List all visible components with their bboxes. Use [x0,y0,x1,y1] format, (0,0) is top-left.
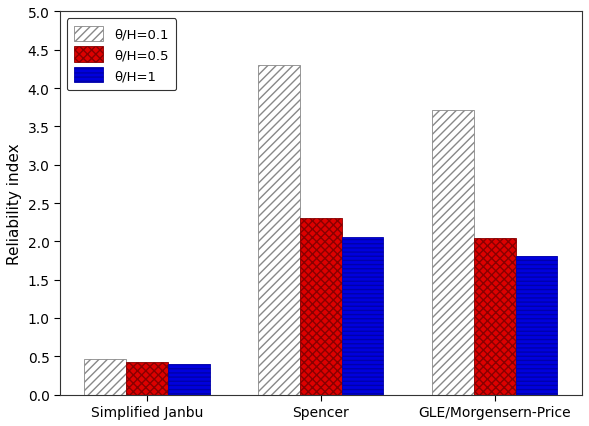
Bar [300,219,342,395]
Bar [516,256,557,395]
Bar [474,239,516,395]
Y-axis label: Reliability index: Reliability index [7,143,22,264]
Bar [258,66,300,395]
Bar [432,110,474,395]
Bar [126,363,168,395]
Bar [342,237,383,395]
Bar [168,364,210,395]
Legend: θ/H=0.1, θ/H=0.5, θ/H=1: θ/H=0.1, θ/H=0.5, θ/H=1 [67,19,177,91]
Bar [84,360,126,395]
